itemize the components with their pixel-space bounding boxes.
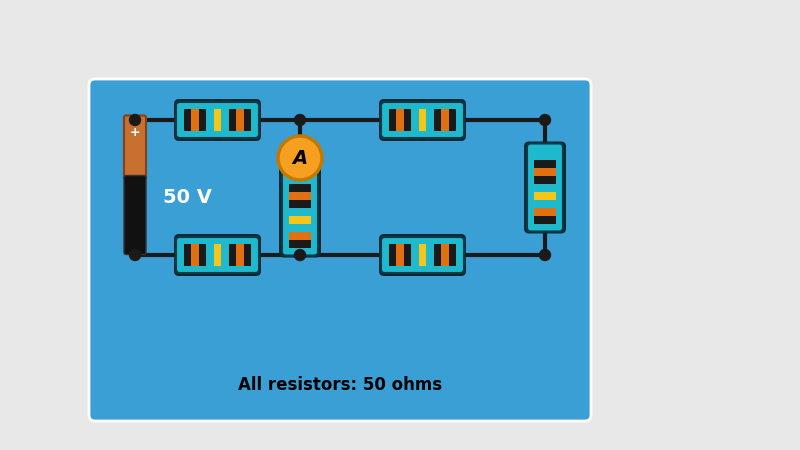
Bar: [289, 207, 311, 216]
Circle shape: [294, 249, 306, 261]
FancyBboxPatch shape: [174, 99, 261, 141]
FancyBboxPatch shape: [282, 167, 318, 256]
FancyBboxPatch shape: [124, 116, 146, 180]
Circle shape: [294, 114, 306, 126]
Bar: [199, 109, 206, 131]
Bar: [206, 109, 214, 131]
Bar: [418, 109, 426, 131]
FancyBboxPatch shape: [279, 166, 321, 257]
Bar: [404, 244, 411, 266]
FancyBboxPatch shape: [176, 237, 259, 273]
Circle shape: [539, 249, 550, 261]
Bar: [236, 109, 243, 131]
FancyBboxPatch shape: [379, 234, 466, 276]
Bar: [184, 244, 191, 266]
Bar: [434, 109, 441, 131]
Bar: [534, 192, 556, 199]
Bar: [206, 244, 214, 266]
Bar: [289, 231, 311, 239]
Bar: [222, 109, 229, 131]
FancyBboxPatch shape: [176, 102, 259, 138]
Bar: [411, 244, 418, 266]
Bar: [289, 192, 311, 199]
Bar: [229, 244, 236, 266]
Circle shape: [130, 114, 141, 126]
Bar: [184, 109, 191, 131]
Text: A: A: [293, 148, 307, 167]
Circle shape: [130, 249, 141, 261]
Text: 50 V: 50 V: [163, 188, 212, 207]
Bar: [389, 109, 397, 131]
Bar: [534, 152, 556, 159]
Bar: [289, 184, 311, 192]
Bar: [426, 244, 434, 266]
FancyBboxPatch shape: [381, 237, 464, 273]
FancyBboxPatch shape: [124, 176, 146, 255]
Bar: [534, 167, 556, 176]
Bar: [449, 109, 456, 131]
FancyBboxPatch shape: [524, 141, 566, 234]
Text: All resistors: 50 ohms: All resistors: 50 ohms: [238, 376, 442, 394]
Bar: [441, 109, 449, 131]
Bar: [289, 224, 311, 231]
Bar: [191, 244, 199, 266]
Bar: [222, 244, 229, 266]
Bar: [236, 244, 243, 266]
Bar: [397, 109, 404, 131]
Bar: [229, 109, 236, 131]
Bar: [389, 244, 397, 266]
Bar: [214, 109, 222, 131]
Bar: [441, 244, 449, 266]
Bar: [449, 244, 456, 266]
FancyBboxPatch shape: [379, 99, 466, 141]
Bar: [534, 176, 556, 184]
Bar: [534, 207, 556, 216]
Bar: [289, 199, 311, 207]
Bar: [534, 216, 556, 224]
Bar: [199, 244, 206, 266]
Circle shape: [278, 136, 322, 180]
Bar: [434, 244, 441, 266]
Bar: [404, 109, 411, 131]
Bar: [534, 184, 556, 192]
FancyBboxPatch shape: [381, 102, 464, 138]
Circle shape: [539, 114, 550, 126]
Bar: [411, 109, 418, 131]
FancyBboxPatch shape: [527, 144, 563, 231]
Bar: [289, 216, 311, 224]
Bar: [289, 239, 311, 248]
Bar: [243, 244, 251, 266]
Bar: [243, 109, 251, 131]
FancyBboxPatch shape: [174, 234, 261, 276]
Bar: [397, 244, 404, 266]
Bar: [534, 199, 556, 207]
Bar: [289, 176, 311, 184]
Bar: [418, 244, 426, 266]
Bar: [426, 109, 434, 131]
Text: +: +: [130, 126, 140, 139]
Bar: [534, 159, 556, 167]
Bar: [191, 109, 199, 131]
Bar: [214, 244, 222, 266]
FancyBboxPatch shape: [89, 79, 591, 421]
